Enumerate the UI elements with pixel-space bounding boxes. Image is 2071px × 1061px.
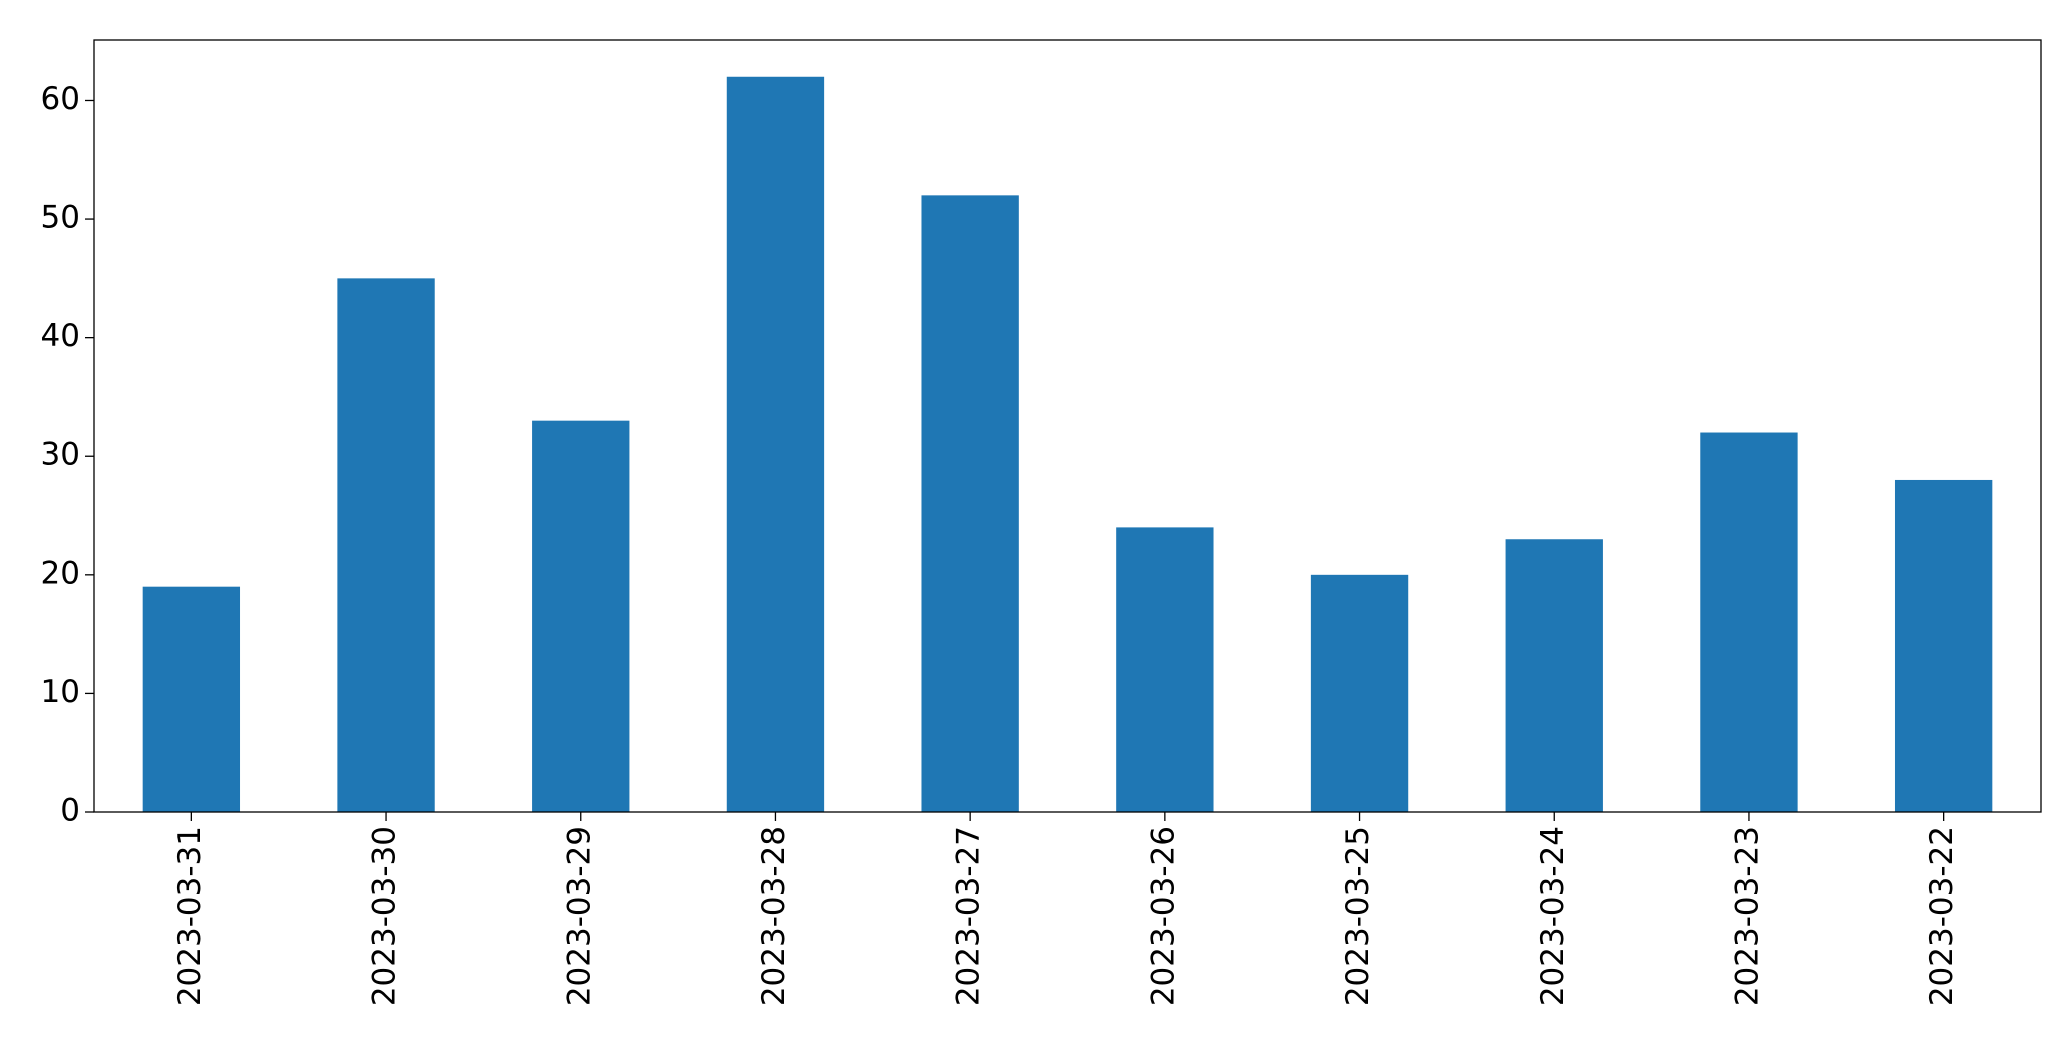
x-tick-label: 2023-03-27 [951,826,987,1006]
bar [337,278,435,812]
y-tick-label: 0 [60,793,80,829]
y-tick-label: 60 [41,81,80,117]
x-tick-label: 2023-03-22 [1924,826,1960,1006]
x-tick-label: 2023-03-25 [1340,826,1376,1006]
x-tick-label: 2023-03-31 [172,826,208,1006]
bar [532,420,630,812]
y-tick-label: 10 [41,674,80,710]
bar [1505,539,1603,812]
bar [1116,527,1214,812]
bar [1700,432,1798,812]
plot-frame [93,39,2042,813]
bar [142,586,241,812]
bar [726,76,825,812]
y-tick-label: 30 [41,437,80,473]
bar [1310,574,1409,812]
x-tick-label: 2023-03-29 [561,826,597,1006]
bar [921,195,1019,812]
x-tick-label: 2023-03-24 [1535,826,1571,1006]
bar [1894,479,1993,812]
y-tick-label: 20 [41,555,80,591]
y-tick-label: 50 [41,200,80,236]
x-tick-label: 2023-03-30 [367,826,403,1006]
x-tick-label: 2023-03-28 [756,826,792,1006]
x-tick-label: 2023-03-23 [1729,826,1765,1006]
x-tick-label: 2023-03-26 [1145,826,1181,1006]
y-tick-label: 40 [41,318,80,354]
